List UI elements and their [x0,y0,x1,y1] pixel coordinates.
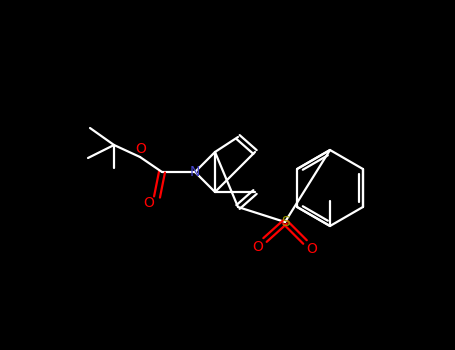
Text: O: O [253,240,263,254]
Text: S: S [281,215,289,229]
Text: O: O [307,242,318,256]
Text: N: N [190,165,200,179]
Text: O: O [144,196,154,210]
Text: O: O [136,142,147,156]
